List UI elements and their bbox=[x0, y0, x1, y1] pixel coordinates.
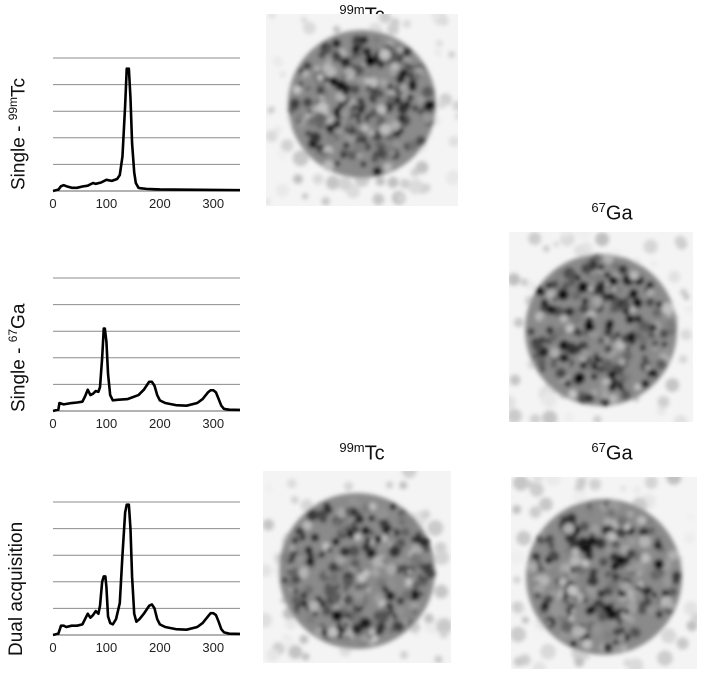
row-label-end: Tc bbox=[8, 77, 30, 97]
x-tick-label: 100 bbox=[96, 416, 118, 431]
speckle-layer bbox=[509, 232, 693, 422]
row-label-end: Ga bbox=[8, 303, 30, 329]
phantom-image-tc-single bbox=[266, 14, 458, 206]
row-label-sup: 67 bbox=[6, 328, 20, 343]
title-base: Ga bbox=[605, 442, 633, 465]
x-tick-label: 300 bbox=[202, 640, 224, 655]
row-label-main: Single - bbox=[8, 120, 30, 190]
x-tick-label: 200 bbox=[149, 640, 171, 655]
x-tick-label: 0 bbox=[49, 416, 56, 431]
x-tick-label: 100 bbox=[96, 196, 118, 211]
title-sup: 67 bbox=[591, 200, 606, 215]
x-tick-label: 0 bbox=[49, 640, 56, 655]
x-tick-label: 300 bbox=[202, 196, 224, 211]
speckle-layer bbox=[511, 477, 697, 669]
x-tick-label: 0 bbox=[49, 196, 56, 211]
x-tick-label: 200 bbox=[149, 416, 171, 431]
spectrum-chart-dual: 0 100 200 300 bbox=[49, 501, 241, 655]
x-tick-label: 300 bbox=[202, 416, 224, 431]
phantom-image-tc-dual bbox=[263, 471, 451, 663]
image-title-tc-dual: 99mTc bbox=[292, 440, 432, 466]
x-tick-label: 100 bbox=[96, 640, 118, 655]
title-sup: 99m bbox=[339, 2, 365, 17]
phantom-image-ga-single bbox=[509, 232, 693, 422]
spectrum-chart-single-tc: 0 100 200 300 bbox=[49, 57, 241, 211]
row-label-single-ga: Single - 67Ga bbox=[6, 304, 30, 412]
phantom-image-ga-dual bbox=[511, 477, 697, 669]
row-label-sup: 99m bbox=[6, 96, 20, 121]
title-base: Ga bbox=[605, 202, 633, 225]
spectrum-chart-single-ga: 0 100 200 300 bbox=[49, 277, 241, 431]
row-label-single-tc: Single - 99mTc bbox=[6, 78, 30, 190]
image-title-ga-dual: 67Ga bbox=[542, 440, 682, 466]
row-label-main: Dual acquisition bbox=[6, 521, 27, 656]
x-tick-label: 200 bbox=[149, 196, 171, 211]
title-sup: 67 bbox=[591, 440, 606, 455]
spectrum-line bbox=[52, 503, 241, 637]
speckle-layer bbox=[263, 471, 451, 663]
row-label-dual: Dual acquisition bbox=[6, 522, 28, 656]
row-label-main: Single - bbox=[8, 342, 30, 412]
spectrum-line bbox=[52, 67, 241, 193]
spectrum-line bbox=[52, 327, 241, 413]
title-base: Tc bbox=[364, 442, 385, 465]
image-title-ga-single: 67Ga bbox=[542, 200, 682, 226]
title-sup: 99m bbox=[339, 440, 365, 455]
speckle-layer bbox=[266, 14, 458, 206]
